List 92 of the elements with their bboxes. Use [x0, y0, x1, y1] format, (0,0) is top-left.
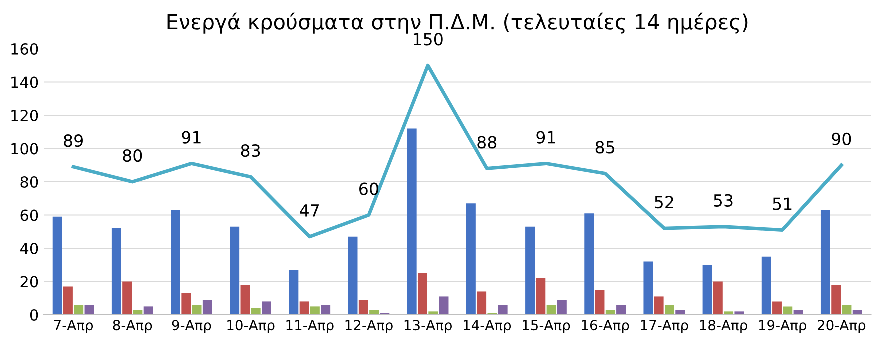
bar [702, 265, 712, 315]
y-tick-label: 0 [30, 309, 38, 322]
data-label: 53 [714, 194, 733, 207]
data-label: 89 [64, 134, 83, 148]
bar [852, 310, 862, 315]
bar [466, 204, 476, 315]
y-tick-label: 40 [20, 242, 38, 255]
bar [734, 312, 744, 315]
bar [584, 214, 594, 315]
bar [557, 300, 567, 315]
bar [171, 210, 180, 315]
bar [832, 285, 842, 315]
y-tick-label: 120 [12, 110, 38, 122]
bar [202, 300, 212, 315]
bar [74, 305, 84, 315]
bar [310, 306, 320, 315]
bar [289, 270, 299, 315]
bar [498, 305, 508, 315]
bar [230, 226, 240, 315]
y-tick-label: 140 [12, 76, 38, 88]
x-tick-label: 17-Απρ [641, 320, 688, 334]
data-label: 80 [123, 149, 142, 162]
x-tick-label: 10-Απρ [228, 320, 275, 334]
bar [182, 293, 192, 315]
bar [526, 226, 535, 315]
x-tick-label: 13-Απρ [404, 320, 452, 334]
x-tick-label: 7-Απρ [54, 320, 94, 334]
data-label: 52 [655, 196, 674, 209]
bar [262, 302, 272, 315]
bar [64, 286, 73, 315]
bar [52, 216, 62, 315]
bar [762, 256, 772, 315]
bar [144, 306, 154, 315]
bar [370, 310, 380, 315]
bar [300, 302, 310, 315]
data-label: 90 [832, 132, 852, 146]
bar [418, 273, 428, 315]
x-tick-label: 11-Απρ [286, 320, 334, 334]
data-label: 85 [596, 141, 614, 154]
bar [616, 305, 626, 315]
bar [724, 312, 734, 315]
y-tick-label: 80 [20, 176, 38, 188]
bar [251, 308, 261, 315]
bar [595, 290, 605, 315]
bar [240, 285, 250, 315]
y-tick-label: 20 [20, 276, 38, 288]
bar [644, 262, 654, 315]
x-tick-label: 15-Απρ [523, 320, 570, 334]
x-tick-label: 8-Απρ [113, 320, 152, 334]
x-tick-label: 16-Απρ [582, 320, 630, 334]
x-tick-label: 20-Απρ [818, 320, 866, 334]
bar [794, 310, 804, 315]
bar [477, 292, 487, 315]
bar [122, 282, 132, 315]
data-label: 83 [241, 144, 260, 158]
bar [407, 128, 417, 315]
data-label: 91 [536, 131, 556, 144]
x-tick-label: 18-Απρ [700, 320, 748, 334]
bar [358, 300, 368, 315]
bar [606, 310, 616, 315]
bar [321, 305, 331, 315]
x-tick-label: 12-Απρ [346, 320, 393, 334]
data-label: 47 [300, 204, 320, 217]
bar [536, 278, 546, 315]
bar [546, 305, 556, 315]
bar [428, 312, 438, 315]
y-tick-label: 100 [12, 143, 38, 155]
bar [84, 305, 94, 315]
data-label: 51 [773, 198, 792, 210]
bar [112, 228, 122, 315]
x-tick-label: 9-Απρ [172, 320, 212, 334]
x-tick-label: 19-Απρ [759, 320, 806, 334]
bar [820, 210, 830, 315]
bar [676, 310, 686, 315]
bar [348, 236, 358, 315]
data-label: 60 [360, 182, 378, 196]
bar [439, 296, 449, 315]
y-tick-label: 160 [12, 43, 38, 56]
bar [192, 305, 202, 315]
bar [713, 282, 723, 315]
x-tick-label: 14-Απρ [464, 320, 512, 334]
bar [664, 305, 674, 315]
chart-title: Ενεργά κρούσματα στην Π.Δ.Μ. (τελευταίες 14 ημέρες) [168, 12, 748, 34]
y-tick-label: 60 [20, 210, 38, 222]
data-label: 88 [478, 136, 497, 149]
bar [842, 305, 852, 315]
data-label: 150 [414, 33, 443, 46]
bar [783, 306, 793, 315]
bar [654, 296, 664, 315]
bar [133, 310, 143, 315]
data-label: 91 [182, 131, 201, 144]
bar [772, 302, 782, 315]
